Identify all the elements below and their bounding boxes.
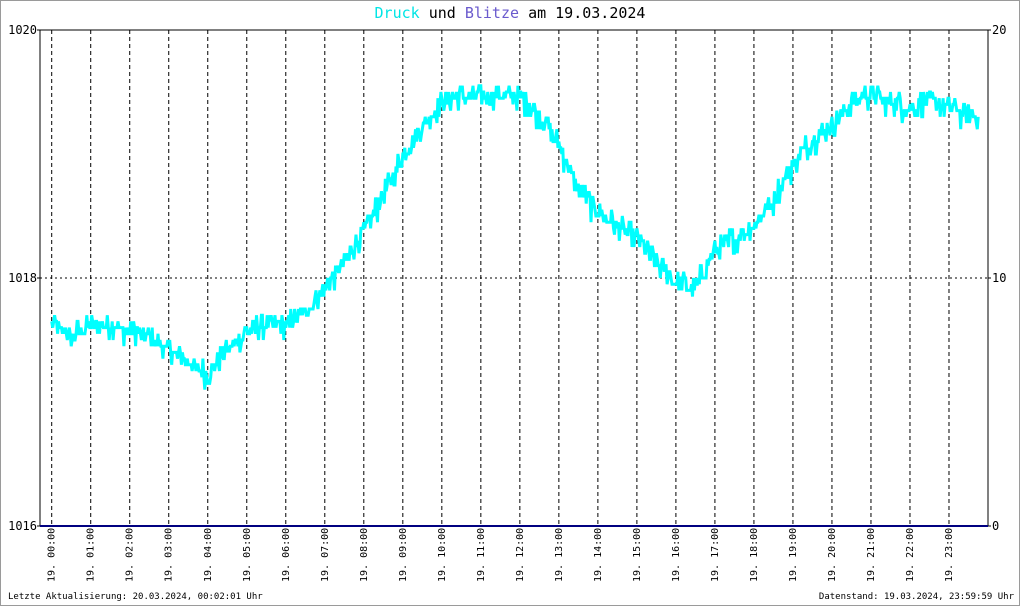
title-series-druck: Druck (374, 4, 420, 22)
x-tick-label: 19. 02:00 (125, 528, 136, 582)
x-tick-label: 19. 15:00 (632, 528, 643, 582)
x-tick-label: 19. 14:00 (593, 528, 604, 582)
x-tick-label: 19. 23:00 (944, 528, 955, 582)
x-tick-label: 19. 04:00 (203, 528, 214, 582)
x-tick-label: 19. 22:00 (905, 528, 916, 582)
x-tick-label: 19. 06:00 (281, 528, 292, 582)
y-left-tick-label: 1020 (8, 23, 37, 37)
x-tick-label: 19. 16:00 (671, 528, 682, 582)
x-tick-label: 19. 21:00 (866, 528, 877, 582)
y-right-tick-label: 20 (992, 23, 1006, 37)
x-tick-label: 19. 18:00 (749, 528, 760, 582)
series-druck-line (50, 84, 980, 390)
title-date: 19.03.2024 (555, 4, 646, 22)
footer-data-status: Datenstand: 19.03.2024, 23:59:59 Uhr (818, 592, 1014, 602)
x-tick-label: 19. 17:00 (710, 528, 721, 582)
footer-last-update: Letzte Aktualisierung: 20.03.2024, 00:02… (8, 592, 263, 602)
y-left-tick-label: 1018 (8, 271, 37, 285)
title-date-prefix: am (528, 4, 547, 22)
x-tick-label: 19. 20:00 (827, 528, 838, 582)
y-right-tick-label: 10 (992, 271, 1006, 285)
x-tick-label: 19. 13:00 (554, 528, 565, 582)
title-conjunction: und (428, 4, 456, 22)
x-tick-label: 19. 12:00 (515, 528, 526, 582)
x-tick-label: 19. 07:00 (320, 528, 331, 582)
x-tick-label: 19. 10:00 (437, 528, 448, 582)
chart-title: Druck und Blitze am 19.03.2024 (0, 4, 1020, 22)
y-right-tick-label: 0 (992, 519, 999, 533)
title-series-blitze: Blitze (464, 4, 520, 22)
x-tick-label: 19. 09:00 (398, 528, 409, 582)
x-tick-label: 19. 08:00 (359, 528, 370, 582)
y-left-tick-label: 1016 (8, 519, 37, 533)
x-tick-label: 19. 19:00 (788, 528, 799, 582)
x-tick-label: 19. 05:00 (242, 528, 253, 582)
x-tick-label: 19. 00:00 (47, 528, 58, 582)
x-tick-label: 19. 01:00 (86, 528, 97, 582)
x-tick-label: 19. 11:00 (476, 528, 487, 582)
x-tick-label: 19. 03:00 (164, 528, 175, 582)
